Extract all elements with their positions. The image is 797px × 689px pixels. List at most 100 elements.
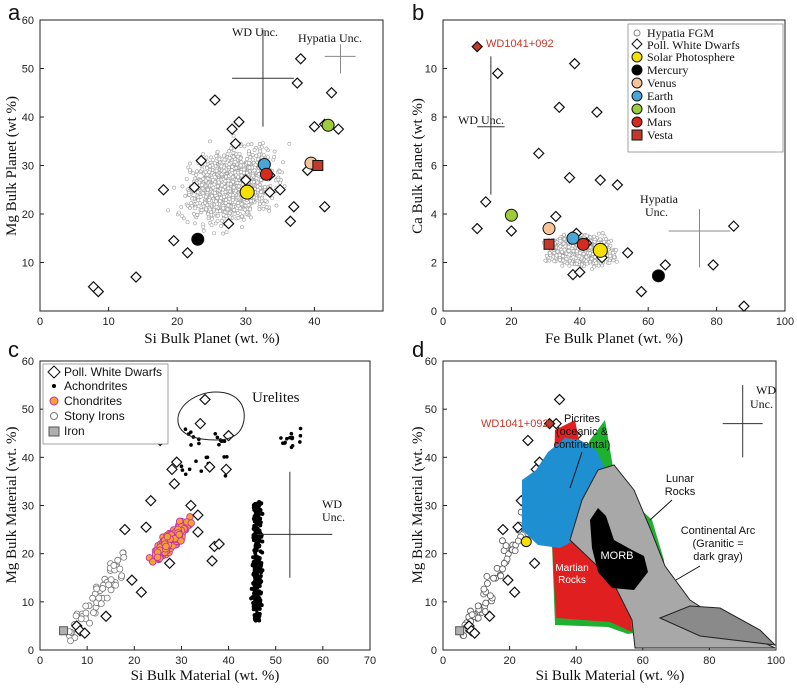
hypatia-star-point	[600, 263, 605, 268]
c-y-tick-label: 40	[22, 452, 34, 464]
hypatia-star-point	[223, 179, 228, 184]
legend-c-item: Chondrites	[64, 394, 122, 408]
hypatia-star-point	[210, 217, 214, 221]
hypatia-star-point	[259, 190, 263, 194]
hypatia-star-point	[184, 177, 189, 182]
white-dwarf-point	[213, 538, 225, 550]
white-dwarf-point	[287, 200, 300, 213]
a-mercury-point	[191, 232, 205, 246]
hypatia-star-point	[569, 261, 574, 266]
hypatia-star-point	[216, 180, 221, 185]
c-x-tick-label: 10	[81, 655, 93, 667]
legend-b: Hypatia FGM Poll. White Dwarfs Solar Pho…	[627, 23, 784, 153]
hypatia-star-point	[212, 175, 217, 179]
hypatia-star-point	[281, 160, 285, 165]
hypatia-star-point	[566, 248, 571, 253]
white-dwarf-point	[573, 266, 586, 279]
c-y-tick-label: 30	[22, 501, 34, 513]
legend-wd-marker	[631, 38, 643, 50]
d-y-tick-label: 60	[425, 356, 437, 368]
hypatia-star-point	[248, 155, 253, 160]
stony-iron-point	[110, 562, 118, 569]
hypatia-star-point	[252, 168, 257, 173]
hypatia-star-point	[594, 261, 599, 266]
hypatia-star-point	[201, 152, 206, 156]
achondrite-point	[194, 459, 198, 464]
white-dwarf-point	[284, 215, 297, 228]
hypatia-star-point	[199, 208, 204, 213]
hypatia-star-point	[222, 169, 227, 173]
achondrite-point	[205, 455, 210, 460]
d-y-tick-label: 20	[425, 549, 437, 561]
white-dwarf-point	[591, 106, 603, 118]
stony-iron-point	[120, 553, 128, 561]
hypatia-star-point	[560, 249, 564, 254]
legend-b-item: Vesta	[647, 128, 674, 142]
a-y-tick-label: 50	[22, 64, 34, 76]
hypatia-star-point	[246, 203, 251, 207]
hypatia-star-point	[272, 155, 277, 159]
white-dwarf-point	[522, 434, 534, 447]
white-dwarf-point	[491, 67, 504, 80]
hypatia-star-point	[247, 161, 252, 165]
hypatia-star-point	[257, 201, 262, 206]
chondrite-point	[163, 532, 172, 541]
white-dwarf-point	[568, 57, 581, 70]
b-moon-point	[504, 208, 518, 222]
d-stony-iron-point	[499, 537, 506, 545]
hypatia-star-point	[592, 234, 596, 239]
white-dwarf-point	[206, 555, 218, 567]
hypatia-star-point	[219, 164, 224, 169]
d-picrites-arrow	[569, 451, 583, 489]
white-dwarf-point	[332, 123, 345, 135]
d-martian-label-2: Rocks	[558, 575, 586, 586]
d-stony-iron-point	[480, 585, 488, 593]
d-y-tick-label: 0	[431, 645, 437, 657]
white-dwarf-point	[222, 217, 235, 230]
white-dwarf-point	[512, 521, 524, 534]
d-carc-label-2: (Granitic =	[692, 538, 743, 550]
hypatia-star-point	[584, 255, 589, 259]
achondrite-point	[183, 427, 188, 431]
hypatia-star-point	[575, 258, 580, 263]
hypatia-star-point	[557, 253, 562, 257]
hypatia-star-point	[282, 184, 287, 189]
hypatia-star-point	[206, 212, 211, 216]
d-lunar-label: Lunar	[666, 473, 694, 485]
white-dwarf-point	[222, 429, 235, 442]
hypatia-star-point	[222, 157, 227, 162]
hypatia-star-point	[563, 244, 568, 249]
hypatia-star-point	[261, 141, 265, 145]
d-x-label: Si Bulk Material (wt. %)	[536, 668, 685, 684]
achondrite-point	[215, 435, 220, 440]
hypatia-star-point	[571, 249, 576, 253]
hypatia-star-point	[558, 244, 563, 249]
b-x-tick-label: 60	[642, 316, 654, 328]
c-y-tick-label: 50	[22, 404, 34, 416]
hypatia-star-point	[252, 180, 256, 184]
hypatia-star-point	[215, 149, 220, 154]
a-solar-photosphere-point	[239, 184, 255, 200]
white-dwarf-point	[325, 86, 338, 99]
legend-stony-iron-marker	[50, 412, 58, 420]
hypatia-star-point	[228, 172, 233, 177]
hypatia-star-point	[236, 215, 241, 220]
achondrite-point	[187, 467, 192, 472]
hypatia-star-point	[554, 253, 559, 258]
achondrite-point	[281, 441, 285, 445]
d-stony-iron-point	[483, 572, 491, 580]
white-dwarf-point	[274, 183, 286, 196]
a-mars-point	[259, 167, 273, 181]
white-dwarf-point	[294, 52, 307, 65]
hypatia-star-point	[214, 168, 219, 173]
a-hypatia-unc-label: Hypatia Unc.	[298, 31, 362, 45]
white-dwarf-point	[635, 285, 648, 298]
hypatia-star-point	[589, 256, 594, 261]
achondrite-point	[259, 579, 264, 584]
d-stony-iron-point	[474, 602, 482, 610]
hypatia-star-point	[253, 162, 258, 167]
d-x-tick-label: 80	[703, 655, 715, 667]
hypatia-star-point	[187, 192, 192, 197]
hypatia-star-point	[592, 264, 596, 269]
hypatia-star-point	[584, 233, 589, 238]
